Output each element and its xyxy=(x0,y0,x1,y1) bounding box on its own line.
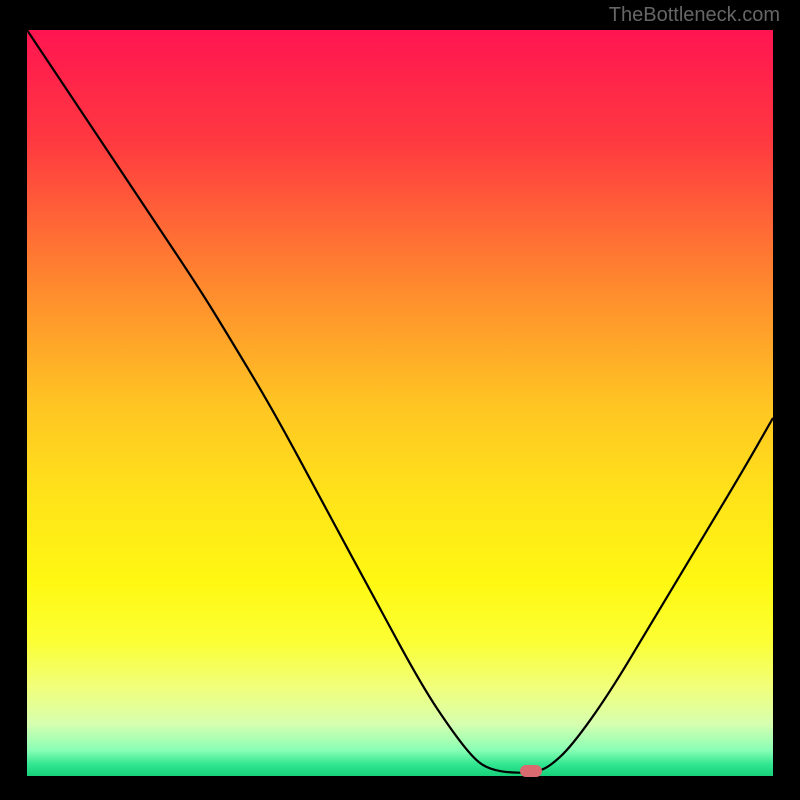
watermark-text: TheBottleneck.com xyxy=(609,4,780,27)
bottleneck-curve xyxy=(27,30,773,776)
optimal-marker xyxy=(520,765,542,777)
plot-area xyxy=(27,30,773,776)
